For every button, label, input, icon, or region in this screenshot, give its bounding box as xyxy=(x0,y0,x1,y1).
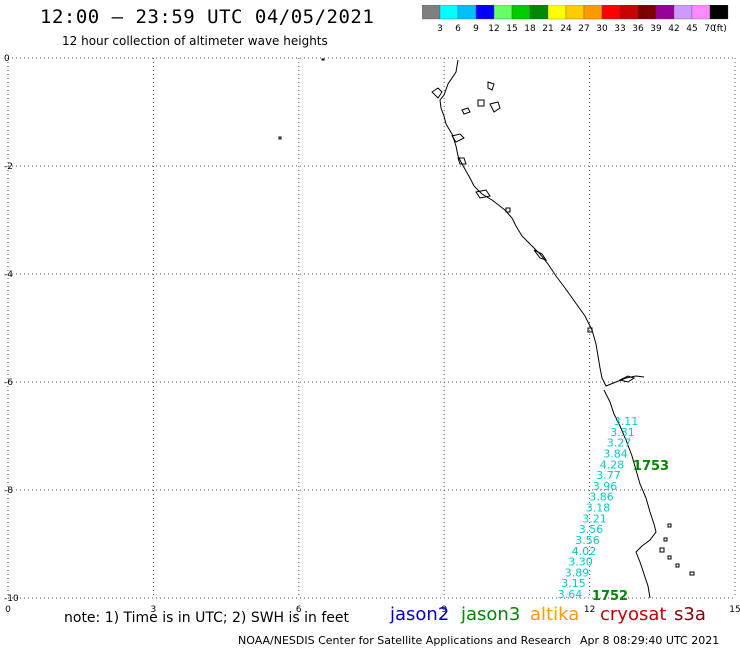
footer-timestamp: Apr 8 08:29:40 UTC 2021 xyxy=(580,634,720,647)
wave-height-label: 3.31 xyxy=(610,426,635,439)
legend-s3a: s3a xyxy=(674,604,706,625)
wave-height-label: 3.21 xyxy=(582,512,607,525)
map-title: 12:00 – 23:59 UTC 04/05/2021 xyxy=(40,6,375,28)
legend-altika: altika xyxy=(530,604,580,625)
island xyxy=(431,81,636,383)
colorbar-label: 27 xyxy=(578,24,589,34)
map-grid: 0 3 6 9 12 15 0 -2 -4 -6 -8 -10 xyxy=(4,54,740,615)
y-tick-label: -2 xyxy=(4,162,13,172)
coastline-path xyxy=(439,59,645,387)
wave-height-label: 3.30 xyxy=(568,556,593,569)
legend-cryosat: cryosat xyxy=(600,604,667,625)
colorbar-label: 21 xyxy=(542,24,553,34)
x-tick-label: 6 xyxy=(296,605,302,615)
wave-height-label: 3.86 xyxy=(589,491,614,504)
x-tick-label: 0 xyxy=(5,605,11,615)
pass-time-label: 1753 xyxy=(633,459,669,474)
wave-height-label: 3.56 xyxy=(579,523,604,536)
wave-height-label: 3.11 xyxy=(614,415,639,428)
satellite-track: 3.113.313.273.844.283.773.963.863.183.21… xyxy=(558,415,669,604)
wave-height-label: 3.64 xyxy=(558,588,583,601)
island xyxy=(278,58,695,576)
x-tick-label: 3 xyxy=(151,605,157,615)
wave-height-label: 4.28 xyxy=(600,458,625,471)
y-tick-label: -8 xyxy=(4,486,13,496)
x-tick-label: 9 xyxy=(441,605,447,615)
wave-height-label: 3.18 xyxy=(586,502,611,515)
colorbar-unit: (ft) xyxy=(713,24,727,34)
colorbar-legend: 3 6 9 12 15 18 21 24 27 30 33 36 39 42 45 70(ft) xyxy=(422,5,729,34)
colorbar-label: 36 xyxy=(632,24,644,34)
colorbar-label: 18 xyxy=(524,24,536,34)
colorbar-label: 30 xyxy=(596,24,608,34)
y-tick-label: -4 xyxy=(4,270,13,280)
colorbar-label: 12 xyxy=(488,24,499,34)
colorbar-label: 70 xyxy=(704,24,716,34)
footer-credit: NOAA/NESDIS Center for Satellite Applica… xyxy=(238,634,572,647)
colorbar-label: 3 xyxy=(437,24,443,34)
map-subtitle: 12 hour collection of altimeter wave hei… xyxy=(62,34,328,48)
coastline xyxy=(278,58,695,599)
note-text: note: 1) Time is in UTC; 2) SWH is in fe… xyxy=(64,610,350,626)
colorbar-swatch xyxy=(709,5,729,20)
colorbar-label: 45 xyxy=(686,24,697,34)
x-tick-label: 12 xyxy=(584,605,595,615)
wave-height-label: 4.02 xyxy=(572,545,597,558)
colorbar-label: 9 xyxy=(473,24,479,34)
coastline-path xyxy=(603,389,657,599)
colorbar-label: 39 xyxy=(650,24,662,34)
y-tick-label: -10 xyxy=(4,594,19,604)
pass-time-label: 1752 xyxy=(592,589,628,604)
colorbar-label: 6 xyxy=(455,24,461,34)
legend-jason3: jason3 xyxy=(461,604,521,625)
legend-jason2: jason2 xyxy=(390,604,450,625)
x-tick-label: 15 xyxy=(729,605,740,615)
wave-height-label: 3.27 xyxy=(607,437,632,450)
wave-height-label: 3.89 xyxy=(565,566,590,579)
colorbar-label: 24 xyxy=(560,24,572,34)
colorbar-label: 15 xyxy=(506,24,517,34)
y-tick-label: -6 xyxy=(4,378,13,388)
wave-height-label: 3.56 xyxy=(575,534,600,547)
y-tick-label: 0 xyxy=(4,54,10,64)
wave-height-label: 3.15 xyxy=(561,577,586,590)
wave-height-label: 3.96 xyxy=(593,480,618,493)
wave-height-label: 3.84 xyxy=(603,447,628,460)
wave-height-label: 3.77 xyxy=(596,469,621,482)
colorbar-label: 42 xyxy=(668,24,679,34)
colorbar-label: 33 xyxy=(614,24,625,34)
